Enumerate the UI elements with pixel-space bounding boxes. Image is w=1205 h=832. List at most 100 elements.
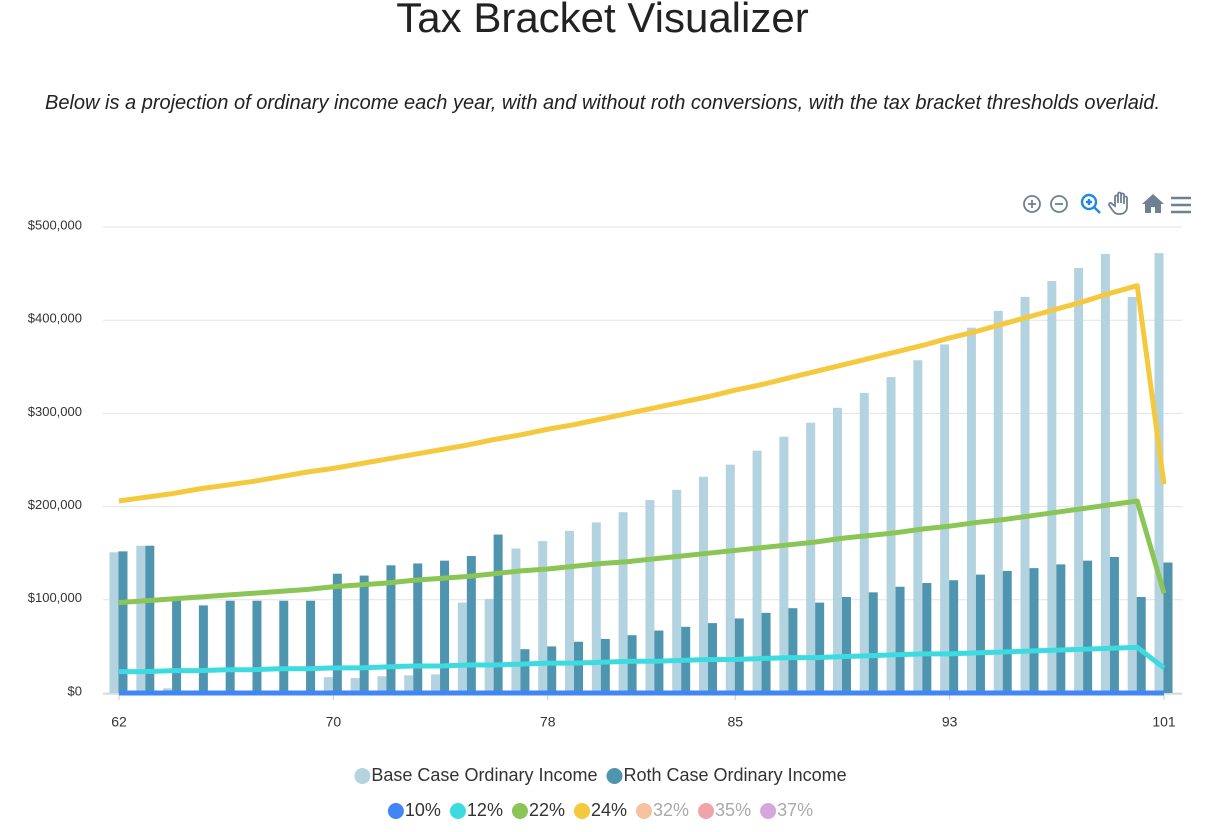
bar (457, 602, 467, 693)
bar (832, 407, 842, 693)
bar (279, 600, 289, 693)
legend-label: Base Case Ordinary Income (371, 765, 597, 785)
bar (591, 522, 601, 693)
bar (323, 677, 333, 693)
legend-label: 24% (591, 800, 627, 820)
bar (145, 545, 155, 693)
bar (600, 638, 610, 693)
bar (1074, 268, 1084, 693)
zoom-out-button[interactable] (1050, 195, 1068, 213)
bar (511, 548, 521, 693)
pan-button[interactable] (1108, 191, 1128, 215)
legend-item[interactable]: 22% (511, 800, 565, 820)
bar (761, 612, 771, 693)
menu-button[interactable] (1171, 196, 1191, 214)
bar (966, 327, 976, 693)
legend-label: 37% (777, 800, 813, 820)
legend-label: 12% (467, 800, 503, 820)
bar (574, 641, 584, 693)
legend-item[interactable]: 37% (760, 800, 813, 820)
legend-item[interactable]: 35% (698, 800, 751, 820)
legend-item[interactable]: 24% (573, 800, 627, 820)
legend-label: 22% (529, 800, 565, 820)
bar (225, 600, 235, 693)
bar (520, 649, 530, 693)
bar (618, 512, 628, 693)
bar (440, 560, 450, 693)
x-tick-label: 85 (727, 714, 743, 730)
legend-marker (354, 768, 371, 784)
bar (895, 586, 905, 693)
legend-item[interactable]: 10% (387, 800, 441, 820)
y-tick-label: $400,000 (28, 311, 82, 326)
bar (993, 310, 1003, 693)
bar (1020, 296, 1030, 693)
bar (841, 597, 851, 693)
bar-series (109, 253, 1164, 693)
bar (565, 530, 575, 693)
bar (413, 563, 423, 693)
legend-marker (698, 803, 715, 819)
y-tick-label: $200,000 (28, 497, 82, 512)
x-tick-label: 62 (111, 714, 127, 730)
bar (949, 580, 959, 693)
legend-item[interactable]: 12% (449, 800, 503, 820)
bar (734, 618, 744, 693)
bar (431, 674, 441, 693)
bar (538, 541, 548, 693)
bar (172, 599, 182, 693)
bar (252, 600, 262, 693)
bar (404, 675, 414, 693)
legend-label: Roth Case Ordinary Income (624, 765, 847, 785)
bar (1100, 254, 1110, 693)
bar (1163, 562, 1173, 693)
legend-marker (387, 803, 404, 819)
bar (1029, 568, 1039, 693)
bar (913, 360, 923, 693)
page-title: Tax Bracket Visualizer (396, 0, 809, 41)
bar (359, 575, 369, 693)
legend-marker (449, 803, 466, 819)
bar (788, 608, 798, 693)
bar (136, 545, 146, 693)
legend-item[interactable]: 32% (636, 800, 689, 820)
bar (868, 592, 878, 693)
legend-item[interactable]: Roth Case Ordinary Income (606, 765, 847, 785)
bar (627, 635, 637, 693)
bar (484, 598, 494, 693)
bar (779, 436, 789, 693)
legend-marker (606, 768, 623, 784)
bar (940, 344, 950, 693)
y-tick-label: $300,000 (28, 404, 82, 419)
bracket-line (119, 644, 1166, 675)
bar (698, 476, 708, 693)
bar (672, 489, 682, 693)
bar (547, 646, 557, 693)
bar (815, 602, 825, 693)
legend-label: 32% (653, 800, 689, 820)
zoom-in-button[interactable] (1023, 195, 1041, 213)
zoom-select-button[interactable] (1080, 193, 1101, 214)
x-tick-label: 101 (1152, 714, 1176, 730)
bar (1127, 296, 1137, 693)
legend-label: 35% (715, 800, 751, 820)
x-tick-label: 78 (540, 714, 556, 730)
bar (1047, 281, 1057, 693)
y-tick-label: $0 (68, 683, 82, 698)
bar (1109, 556, 1119, 693)
bar (645, 500, 655, 693)
home-button[interactable] (1142, 194, 1164, 213)
bar (1056, 564, 1066, 693)
y-tick-label: $500,000 (28, 217, 82, 232)
legend-marker (511, 803, 528, 819)
bracket-line (118, 498, 1167, 606)
bar (332, 573, 342, 693)
legend-item[interactable]: Base Case Ordinary Income (354, 765, 598, 785)
bar (1154, 253, 1164, 693)
bar (752, 450, 762, 693)
bar (109, 552, 119, 693)
bar (350, 678, 360, 693)
bar (725, 464, 735, 693)
